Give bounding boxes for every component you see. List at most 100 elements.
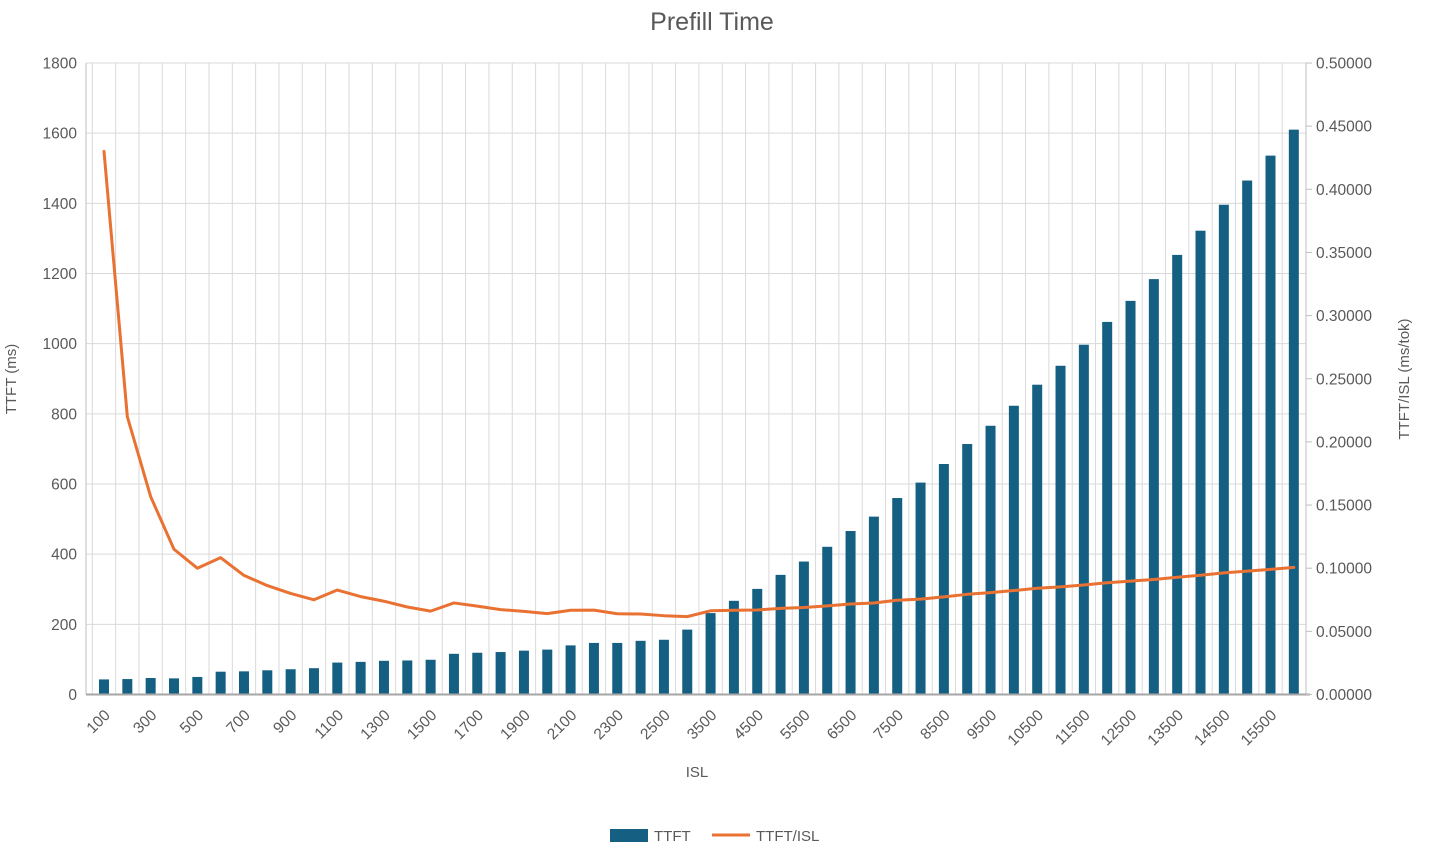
right-tick-label: 0.45000	[1316, 119, 1372, 136]
ttft-bar	[1195, 230, 1206, 695]
x-tick-label: 7500	[871, 707, 908, 744]
left-axis-title: TTFT (ms)	[3, 344, 20, 415]
ttft-bar	[565, 645, 576, 695]
ttft-bar	[99, 679, 109, 695]
x-tick-label: 1900	[497, 707, 534, 744]
ttft-bar	[798, 561, 809, 695]
ttft-bar	[285, 669, 296, 695]
ttft-bar	[425, 659, 436, 695]
ttft-bar	[1102, 321, 1113, 695]
right-tick-label: 0.40000	[1316, 182, 1372, 199]
ttft-bar	[635, 640, 646, 695]
ttft-bar	[962, 444, 973, 695]
left-tick-label: 0	[68, 687, 77, 704]
ttft-bar	[215, 671, 226, 695]
ttft-bar	[658, 639, 669, 695]
right-tick-label: 0.10000	[1316, 561, 1372, 578]
ttft-bar	[588, 642, 599, 695]
x-tick-label: 6500	[824, 707, 861, 744]
ttft-bar	[262, 670, 273, 695]
ttft-bar	[1078, 344, 1089, 695]
ttft-bar	[868, 516, 879, 695]
ttft-isl-line	[102, 149, 1296, 619]
left-tick-label: 1400	[43, 196, 78, 213]
x-tick-label: 1700	[451, 707, 488, 744]
right-tick-label: 0.35000	[1316, 245, 1372, 262]
ttft-bar	[122, 679, 133, 695]
x-tick-label: 4500	[731, 707, 768, 744]
x-tick-label: 15500	[1238, 707, 1281, 750]
right-tick-label: 0.00000	[1316, 687, 1372, 704]
x-tick-label: 900	[270, 707, 301, 738]
ttft-bar	[355, 661, 366, 695]
ttft-bar	[985, 425, 996, 695]
ttft-bar	[308, 668, 319, 695]
ttft-bar	[518, 650, 529, 695]
x-tick-label: 2500	[637, 707, 674, 744]
ttft-bar	[845, 531, 856, 695]
right-tick-label: 0.05000	[1316, 624, 1372, 641]
ttft-bar	[822, 546, 833, 695]
x-tick-label: 11500	[1052, 707, 1094, 749]
x-axis-title: ISL	[686, 764, 709, 781]
ttft-bar	[402, 660, 413, 695]
ttft-bar	[332, 662, 343, 695]
ttft-bar	[728, 600, 739, 695]
right-tick-label: 0.50000	[1316, 56, 1372, 73]
x-tick-label: 8500	[917, 707, 954, 744]
left-tick-label: 200	[51, 617, 77, 634]
right-tick-label: 0.20000	[1316, 434, 1372, 451]
x-tick-label: 1500	[404, 707, 441, 744]
legend-ttft-isl-label: TTFT/ISL	[756, 828, 819, 845]
plot-area: 0 200 400 600 800 1000 1200 1400 1600 1800 0.00000…	[43, 56, 1373, 750]
ttft-bar	[1008, 405, 1019, 695]
ttft-bar	[238, 671, 249, 695]
ttft-bar	[752, 588, 763, 695]
right-tick-label: 0.25000	[1316, 371, 1372, 388]
ttft-bar	[448, 653, 459, 695]
left-tick-label: 1200	[43, 266, 78, 283]
x-tick-label: 2300	[591, 707, 628, 744]
left-tick-label: 1600	[43, 126, 78, 143]
x-tick-label: 1300	[357, 707, 394, 744]
ttft-bar	[1288, 129, 1299, 695]
x-tick-label: 300	[130, 707, 161, 738]
ttft-bar	[705, 613, 716, 695]
ttft-bar	[495, 652, 506, 695]
ttft-bar	[1242, 180, 1253, 695]
ttft-bar	[192, 676, 203, 695]
left-tick-label: 800	[51, 406, 77, 423]
ttft-bar	[915, 482, 926, 695]
ttft-bar	[1032, 384, 1043, 695]
ttft-bar	[1125, 300, 1136, 695]
ttft-bar	[542, 649, 553, 695]
x-tick-label: 12500	[1098, 707, 1141, 750]
x-tick-label: 13500	[1145, 707, 1188, 750]
x-tick-label: 1100	[312, 707, 348, 743]
right-tick-label: 0.15000	[1316, 498, 1372, 515]
ttft-bar	[168, 678, 179, 695]
ttft-bar	[472, 652, 483, 695]
left-tick-label: 600	[51, 477, 77, 494]
x-tick-label: 100	[84, 707, 115, 738]
x-tick-label: 9500	[964, 707, 1001, 744]
ttft-bar	[1218, 204, 1229, 695]
x-tick-label: 14500	[1191, 707, 1234, 750]
x-tick-label: 2100	[544, 707, 581, 744]
x-tick-label: 700	[223, 707, 254, 738]
x-tick-label: 10500	[1005, 707, 1048, 750]
ttft-bar	[378, 660, 389, 695]
x-tick-label: 500	[177, 707, 208, 738]
x-tick-label: 3500	[684, 707, 721, 744]
ttft-bar	[145, 678, 156, 695]
ttft-bar	[1055, 365, 1066, 695]
legend-ttft-label: TTFT	[654, 828, 691, 845]
legend: TTFT TTFT/ISL	[610, 828, 819, 845]
legend-ttft-swatch	[610, 829, 648, 842]
ttft-bar	[1265, 155, 1276, 695]
ttft-bar	[1172, 254, 1183, 695]
ttft-bar	[892, 498, 903, 695]
right-tick-label: 0.30000	[1316, 308, 1372, 325]
